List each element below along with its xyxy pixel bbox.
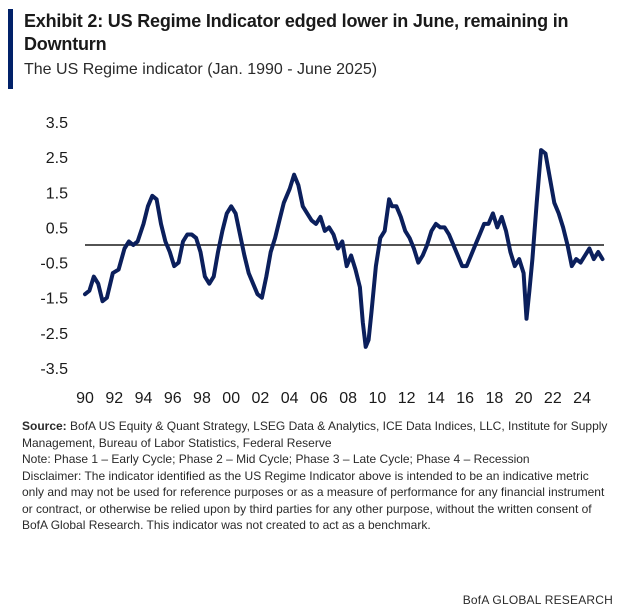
x-tick-label: 98 [193,390,211,407]
chart-title: Exhibit 2: US Regime Indicator edged low… [24,11,569,54]
y-axis: 3.5 2.5 1.5 0.5 -0.5 -1.5 -2.5 -3.5 [40,115,68,378]
y-tick-label: -2.5 [40,326,68,343]
x-tick-label: 18 [485,390,503,407]
x-tick-label: 04 [281,390,299,407]
disclaimer: Disclaimer: The indicator identified as … [22,468,605,533]
x-tick-label: 02 [252,390,270,407]
line-chart: 3.5 2.5 1.5 0.5 -0.5 -1.5 -2.5 -3.5 90 92 94 96 98 0… [40,115,605,407]
source-label: Source: [22,419,67,433]
y-tick-label: -1.5 [40,291,68,308]
y-tick-label: -0.5 [40,256,68,273]
y-tick-label: 2.5 [46,150,68,167]
y-tick-label: -3.5 [40,361,68,378]
x-tick-label: 10 [368,390,386,407]
x-tick-label: 90 [76,390,94,407]
source-paragraph: Source: BofA US Equity & Quant Strategy,… [22,418,612,451]
y-tick-label: 0.5 [46,220,68,237]
series-line [83,148,605,349]
x-tick-label: 14 [427,390,445,407]
x-tick-label: 96 [164,390,182,407]
x-tick-label: 22 [544,390,562,407]
x-tick-label: 20 [515,390,533,407]
x-tick-label: 12 [398,390,416,407]
y-tick-label: 1.5 [46,185,68,202]
x-tick-label: 92 [105,390,123,407]
x-tick-label: 00 [222,390,240,407]
x-axis: 90 92 94 96 98 00 02 04 06 08 10 12 14 16 18 20 22 24 [76,390,591,407]
x-tick-label: 16 [456,390,474,407]
x-tick-label: 94 [135,390,153,407]
x-tick-label: 24 [573,390,591,407]
brand-footer: BofA GLOBAL RESEARCH [462,593,613,607]
source-text: BofA US Equity & Quant Strategy, LSEG Da… [22,419,608,450]
x-tick-label: 08 [339,390,357,407]
chart-subtitle: The US Regime indicator (Jan. 1990 - Jun… [24,61,378,78]
y-tick-label: 3.5 [46,115,68,132]
x-tick-label: 06 [310,390,328,407]
accent-bar [8,9,13,89]
source-notes: Source: BofA US Equity & Quant Strategy,… [22,418,612,534]
phase-note: Note: Phase 1 – Early Cycle; Phase 2 – M… [22,452,530,466]
